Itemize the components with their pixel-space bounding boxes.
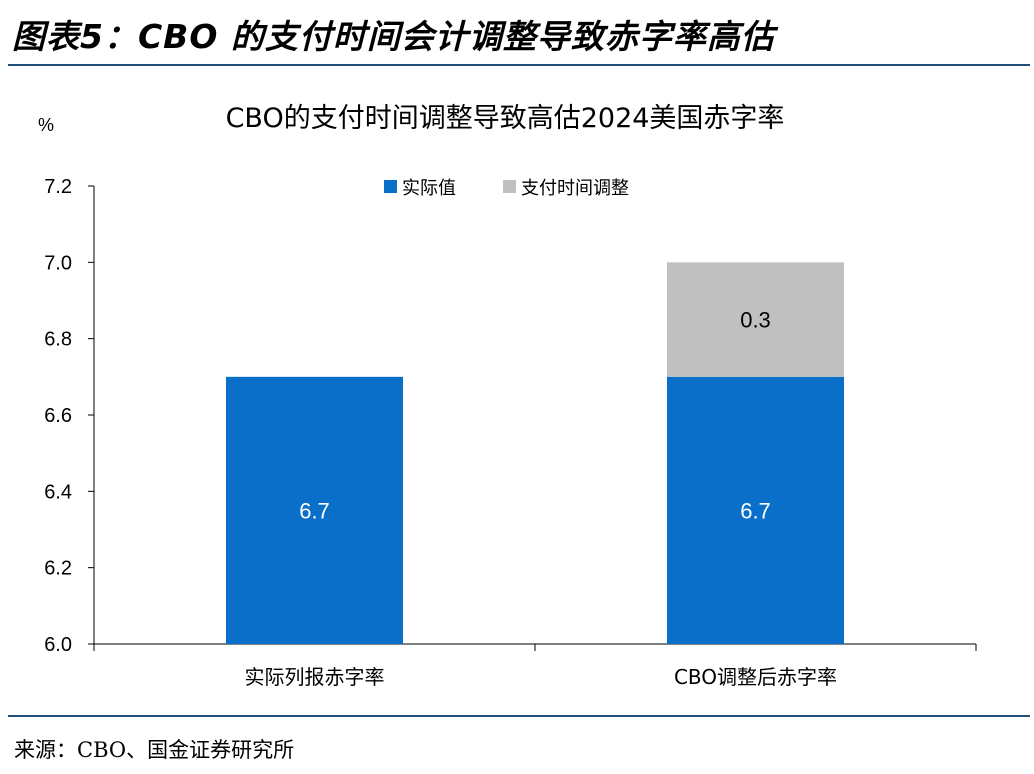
bottom-rule [8, 715, 1030, 717]
y-tick-label: 6.8 [44, 329, 72, 351]
y-tick-label: 7.0 [44, 252, 72, 274]
bar-adjustment [667, 262, 844, 377]
y-unit-label: % [38, 115, 54, 135]
legend-swatch-adjustment [503, 180, 516, 193]
y-tick-label: 6.0 [44, 634, 72, 656]
y-tick-label: 6.6 [44, 405, 72, 427]
bars: 6.7 6.7 0.3 [226, 262, 844, 644]
y-tick-label: 6.2 [44, 558, 72, 580]
top-rule [8, 64, 1030, 66]
y-axis: 6.0 6.2 6.4 6.6 6.8 7.0 7.2 [44, 176, 95, 656]
bar-actual [226, 376, 403, 644]
bar-value-label: 6.7 [299, 498, 330, 523]
bar-value-label: 6.7 [740, 498, 771, 523]
chart-title: CBO的支付时间调整导致高估2024美国赤字率 [226, 103, 785, 134]
bar-value-label: 0.3 [740, 308, 771, 333]
x-axis: 实际列报赤字率 CBO调整后赤字率 [93, 643, 977, 689]
legend: 实际值 支付时间调整 [384, 178, 629, 199]
x-category-label: CBO调整后赤字率 [674, 665, 837, 689]
y-tick-label: 6.4 [44, 481, 72, 503]
bar-actual [667, 376, 844, 644]
x-category-label: 实际列报赤字率 [245, 665, 385, 689]
legend-swatch-actual [384, 180, 397, 193]
legend-label-adjustment: 支付时间调整 [521, 178, 629, 199]
source-note: 来源：CBO、国金证券研究所 [14, 738, 295, 762]
figure-title: 图表5：CBO 的支付时间会计调整导致赤字率高估 [12, 17, 775, 56]
legend-label-actual: 实际值 [402, 178, 456, 199]
y-tick-label: 7.2 [44, 176, 72, 198]
